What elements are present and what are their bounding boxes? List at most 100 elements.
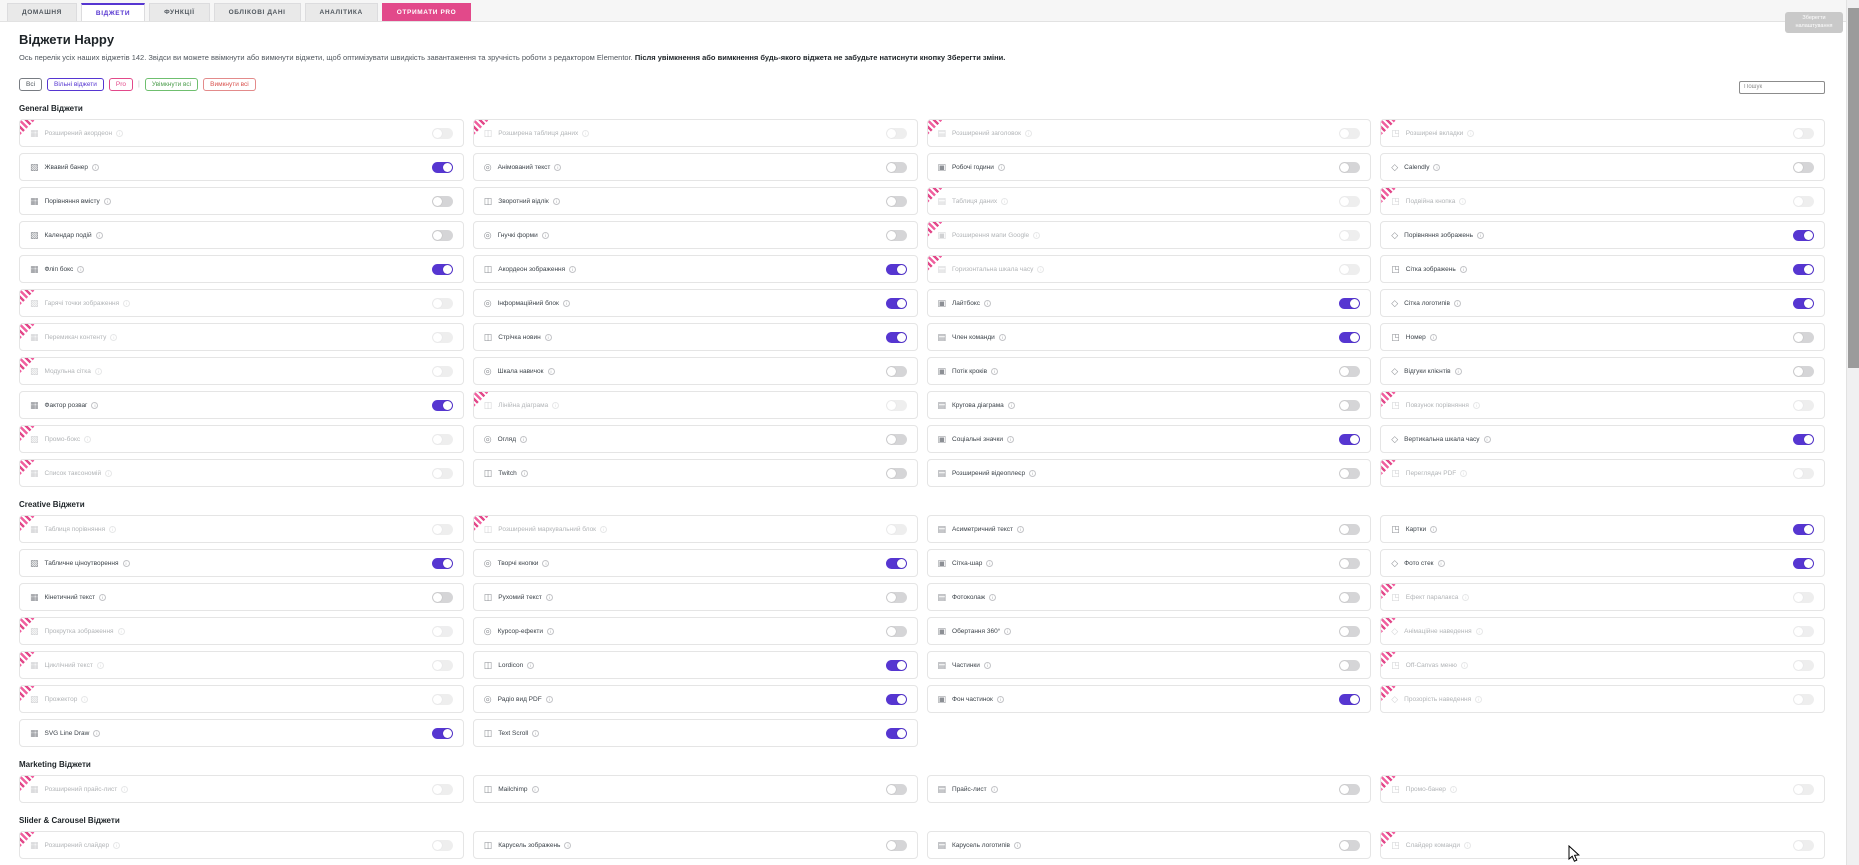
filter-pro-button[interactable]: Pro <box>108 78 133 91</box>
info-icon[interactable]: i <box>542 559 550 567</box>
info-icon[interactable]: i <box>582 129 590 137</box>
info-icon[interactable]: i <box>547 627 555 635</box>
info-icon[interactable]: i <box>95 231 103 239</box>
info-icon[interactable]: i <box>1037 265 1045 273</box>
widget-toggle[interactable] <box>1793 365 1814 377</box>
info-icon[interactable]: i <box>1013 841 1021 849</box>
widget-toggle[interactable] <box>1339 839 1361 851</box>
widget-toggle[interactable] <box>885 693 907 705</box>
filter-free-button[interactable]: Вільні віджети <box>47 78 104 91</box>
widget-toggle[interactable] <box>885 263 907 275</box>
info-icon[interactable]: i <box>1459 197 1467 205</box>
widget-toggle[interactable] <box>431 557 453 569</box>
widget-toggle[interactable] <box>1793 693 1814 705</box>
info-icon[interactable]: i <box>109 525 117 533</box>
widget-toggle[interactable] <box>1339 297 1361 309</box>
info-icon[interactable]: i <box>564 841 572 849</box>
widget-toggle[interactable] <box>1793 229 1814 241</box>
info-icon[interactable]: i <box>94 367 102 375</box>
widget-toggle[interactable] <box>885 839 907 851</box>
widget-toggle[interactable] <box>1793 399 1814 411</box>
info-icon[interactable]: i <box>544 333 552 341</box>
widget-toggle[interactable] <box>1339 365 1361 377</box>
info-icon[interactable]: i <box>541 231 549 239</box>
info-icon[interactable]: i <box>93 729 101 737</box>
info-icon[interactable]: i <box>996 695 1004 703</box>
info-icon[interactable]: i <box>600 525 608 533</box>
info-icon[interactable]: i <box>552 197 560 205</box>
info-icon[interactable]: i <box>569 265 577 273</box>
widget-toggle[interactable] <box>431 523 453 535</box>
widget-toggle[interactable] <box>431 365 453 377</box>
info-icon[interactable]: i <box>110 333 118 341</box>
widget-toggle[interactable] <box>1793 297 1814 309</box>
tab-0[interactable]: ДОМАШНЯ <box>7 3 77 21</box>
info-icon[interactable]: i <box>552 401 560 409</box>
widget-toggle[interactable] <box>1793 523 1814 535</box>
info-icon[interactable]: i <box>1449 785 1457 793</box>
info-icon[interactable]: i <box>990 785 998 793</box>
search-input[interactable] <box>1739 80 1825 94</box>
info-icon[interactable]: i <box>983 661 991 669</box>
widget-toggle[interactable] <box>1339 783 1361 795</box>
filter-all-button[interactable]: Всі <box>19 78 43 91</box>
widget-toggle[interactable] <box>885 727 907 739</box>
widget-toggle[interactable] <box>1793 839 1814 851</box>
widget-toggle[interactable] <box>1793 433 1814 445</box>
widget-toggle[interactable] <box>431 229 453 241</box>
info-icon[interactable]: i <box>545 695 553 703</box>
info-icon[interactable]: i <box>117 627 125 635</box>
widget-toggle[interactable] <box>885 783 907 795</box>
widget-toggle[interactable] <box>1339 557 1361 569</box>
info-icon[interactable]: i <box>1437 559 1445 567</box>
widget-toggle[interactable] <box>1339 467 1361 479</box>
widget-toggle[interactable] <box>1339 161 1361 173</box>
widget-toggle[interactable] <box>431 727 453 739</box>
info-icon[interactable]: i <box>1433 163 1441 171</box>
widget-toggle[interactable] <box>1793 591 1814 603</box>
widget-toggle[interactable] <box>885 523 907 535</box>
info-icon[interactable]: i <box>1430 525 1438 533</box>
info-icon[interactable]: i <box>122 559 130 567</box>
widget-toggle[interactable] <box>885 433 907 445</box>
widget-toggle[interactable] <box>885 365 907 377</box>
widget-toggle[interactable] <box>1793 331 1814 343</box>
info-icon[interactable]: i <box>81 695 89 703</box>
tab-4[interactable]: АНАЛІТИКА <box>304 3 378 21</box>
widget-toggle[interactable] <box>885 467 907 479</box>
widget-toggle[interactable] <box>885 161 907 173</box>
widget-toggle[interactable] <box>1793 161 1814 173</box>
info-icon[interactable]: i <box>1004 627 1012 635</box>
widget-toggle[interactable] <box>1339 399 1361 411</box>
info-icon[interactable]: i <box>520 469 528 477</box>
info-icon[interactable]: i <box>84 435 92 443</box>
info-icon[interactable]: i <box>531 785 539 793</box>
scrollbar-thumb[interactable] <box>1848 8 1859 368</box>
tab-2[interactable]: ФУНКЦІЇ <box>149 3 210 21</box>
widget-toggle[interactable] <box>431 659 453 671</box>
widget-toggle[interactable] <box>431 297 453 309</box>
info-icon[interactable]: i <box>1017 525 1025 533</box>
widget-toggle[interactable] <box>1339 591 1361 603</box>
info-icon[interactable]: i <box>547 367 555 375</box>
widget-toggle[interactable] <box>431 625 453 637</box>
widget-toggle[interactable] <box>885 195 907 207</box>
info-icon[interactable]: i <box>91 401 99 409</box>
widget-toggle[interactable] <box>431 399 453 411</box>
widget-toggle[interactable] <box>431 161 453 173</box>
info-icon[interactable]: i <box>103 197 111 205</box>
info-icon[interactable]: i <box>1459 265 1467 273</box>
info-icon[interactable]: i <box>1007 435 1015 443</box>
info-icon[interactable]: i <box>527 661 535 669</box>
widget-toggle[interactable] <box>1339 625 1361 637</box>
info-icon[interactable]: i <box>1453 299 1461 307</box>
info-icon[interactable]: i <box>1463 841 1471 849</box>
info-icon[interactable]: i <box>1462 593 1470 601</box>
widget-toggle[interactable] <box>1339 523 1361 535</box>
info-icon[interactable]: i <box>1467 129 1475 137</box>
widget-toggle[interactable] <box>885 127 907 139</box>
info-icon[interactable]: i <box>1483 435 1491 443</box>
info-icon[interactable]: i <box>1460 469 1468 477</box>
info-icon[interactable]: i <box>991 367 999 375</box>
widget-toggle[interactable] <box>1793 625 1814 637</box>
